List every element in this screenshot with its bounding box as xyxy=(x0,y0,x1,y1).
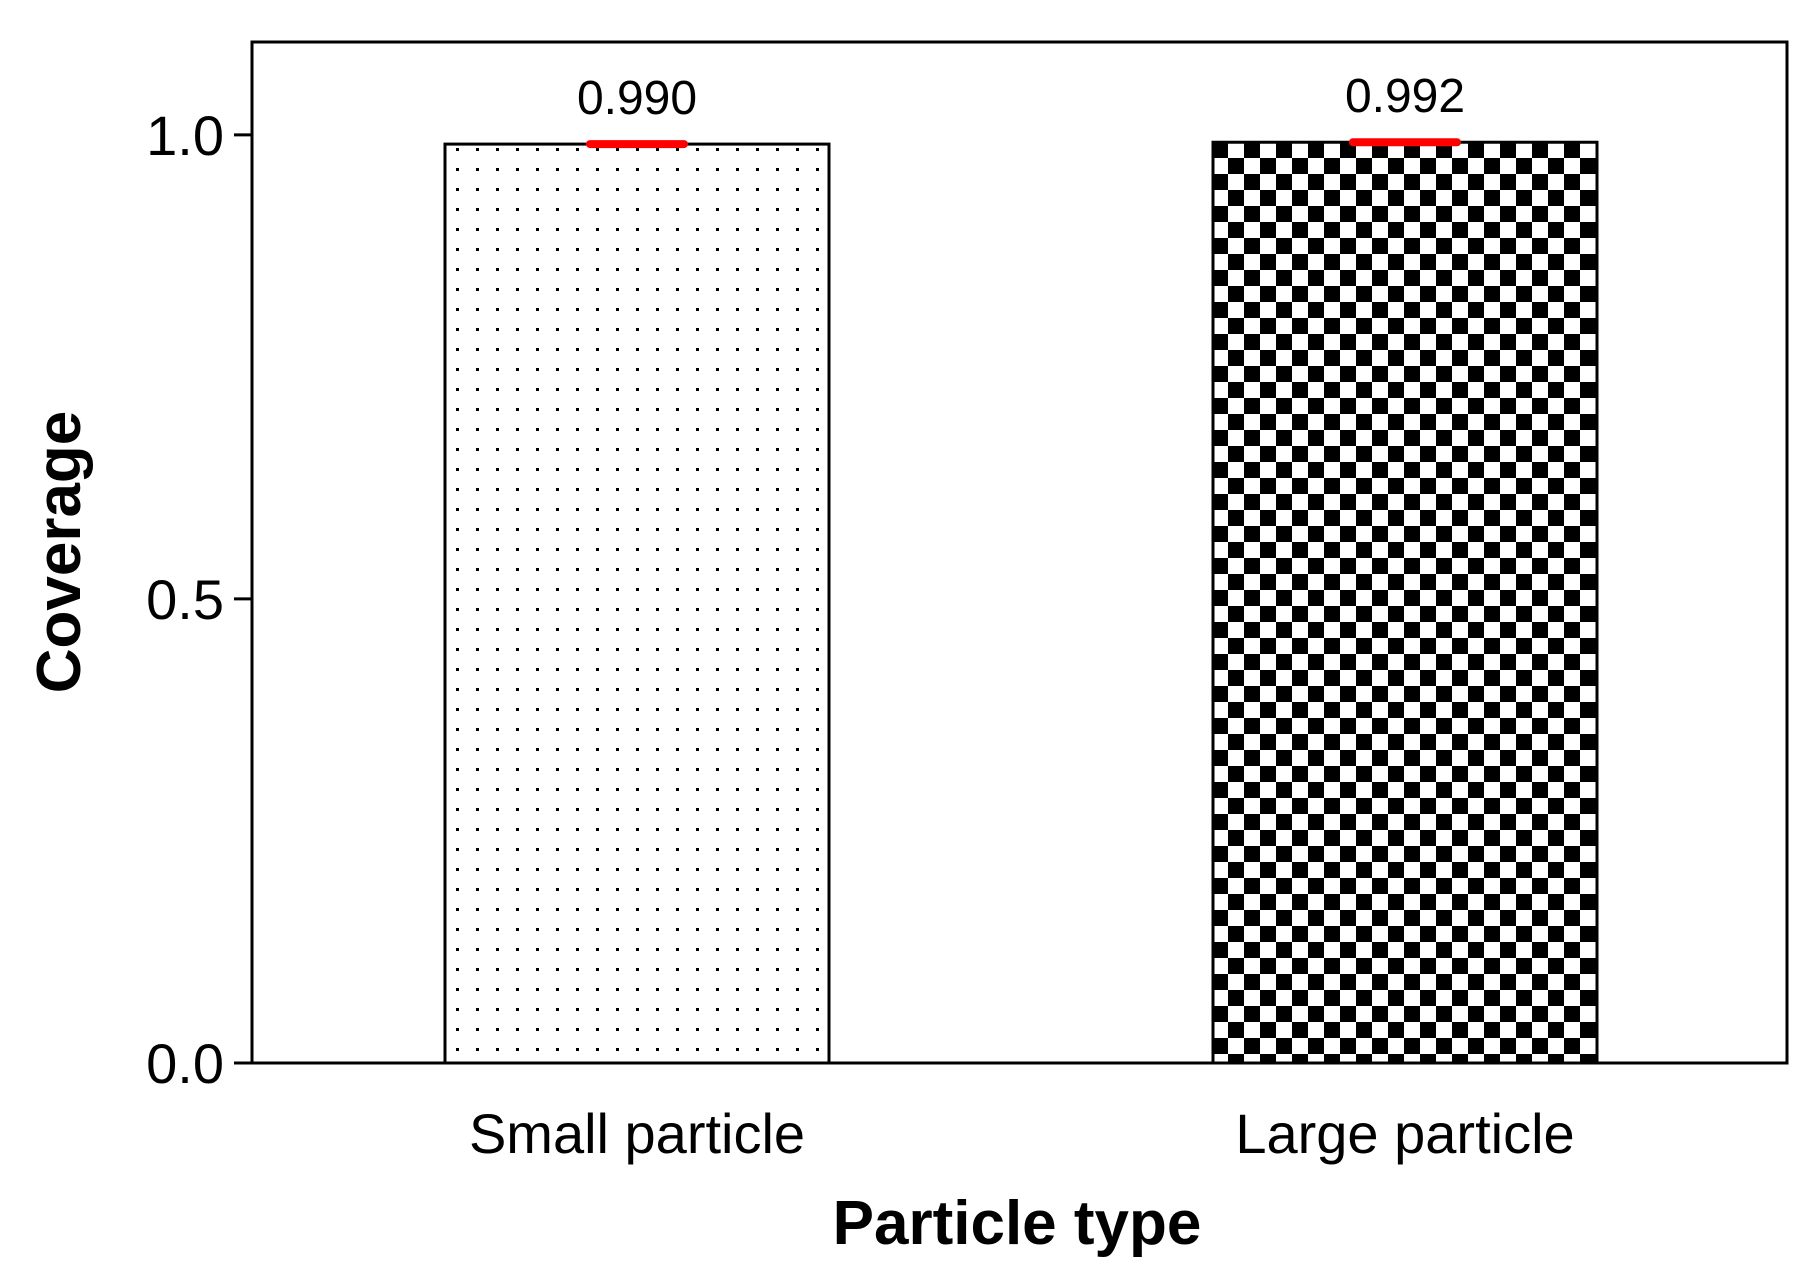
error-bars xyxy=(586,138,1461,149)
y-tick-label-1: 0.5 xyxy=(146,568,224,631)
error-bar-1 xyxy=(1349,138,1461,147)
x-axis-title: Particle type xyxy=(833,1189,1202,1258)
x-axis-category-labels: Small particle Large particle xyxy=(469,1102,1575,1165)
y-tick-label-0: 0.0 xyxy=(146,1032,224,1095)
error-bar-0 xyxy=(586,140,688,149)
bar-1 xyxy=(1211,140,1599,1065)
data-labels: 0.990 0.992 xyxy=(577,70,1465,125)
bar-0 xyxy=(443,142,831,1065)
y-axis-title: Coverage xyxy=(25,411,94,694)
x-tick-label-0: Small particle xyxy=(469,1102,805,1165)
data-label-0: 0.990 xyxy=(577,72,697,125)
x-tick-label-1: Large particle xyxy=(1235,1102,1574,1165)
y-axis-ticks: 0.0 0.5 1.0 xyxy=(146,104,252,1095)
data-label-1: 0.992 xyxy=(1345,70,1465,123)
y-tick-label-2: 1.0 xyxy=(146,104,224,167)
